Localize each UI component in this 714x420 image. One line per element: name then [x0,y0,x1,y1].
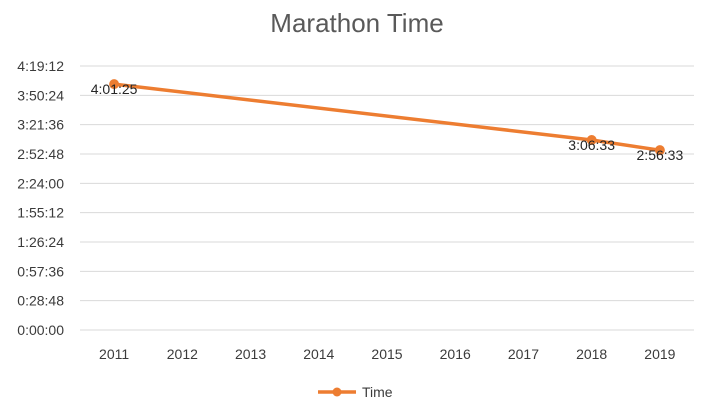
y-tick-label: 3:50:24 [17,87,64,103]
y-tick-label: 1:55:12 [17,205,64,221]
data-point[interactable] [586,134,597,145]
x-tick-label: 2013 [235,346,266,362]
legend[interactable]: Time [318,384,393,400]
x-tick-label: 2017 [508,346,539,362]
data-label: 4:01:25 [91,81,138,97]
x-tick-label: 2011 [99,346,129,362]
data-label: 3:06:33 [568,137,615,153]
y-tick-label: 4:19:12 [17,58,64,74]
y-tick-label: 0:57:36 [17,263,64,279]
x-tick-label: 2018 [576,346,607,362]
x-axis-tick-labels: 2011 2012 2013 2014 2015 2016 2017 2018 2019 [99,346,676,362]
legend-marker [332,387,342,397]
y-tick-label: 2:24:00 [17,175,64,191]
y-tick-label: 0:28:48 [17,293,64,309]
x-tick-label: 2014 [303,346,334,362]
y-tick-label: 3:21:36 [17,117,64,133]
y-tick-label: 1:26:24 [17,234,64,250]
x-tick-label: 2012 [167,346,198,362]
data-point[interactable] [109,79,120,90]
data-point[interactable] [654,145,665,156]
y-tick-label: 0:00:00 [17,322,64,338]
x-tick-label: 2015 [371,346,402,362]
gridlines [80,65,694,331]
x-tick-label: 2016 [440,346,471,362]
y-axis-tick-labels: 0:00:00 0:28:48 0:57:36 1:26:24 1:55:12 2:24:… [17,58,64,338]
series-layer: 4:01:25 3:06:33 2:56:33 [91,79,684,163]
y-tick-label: 2:52:48 [17,146,64,162]
legend-label: Time [362,384,393,400]
data-label: 2:56:33 [637,147,684,163]
chart-title: Marathon Time [270,8,443,38]
x-tick-label: 2019 [644,346,675,362]
